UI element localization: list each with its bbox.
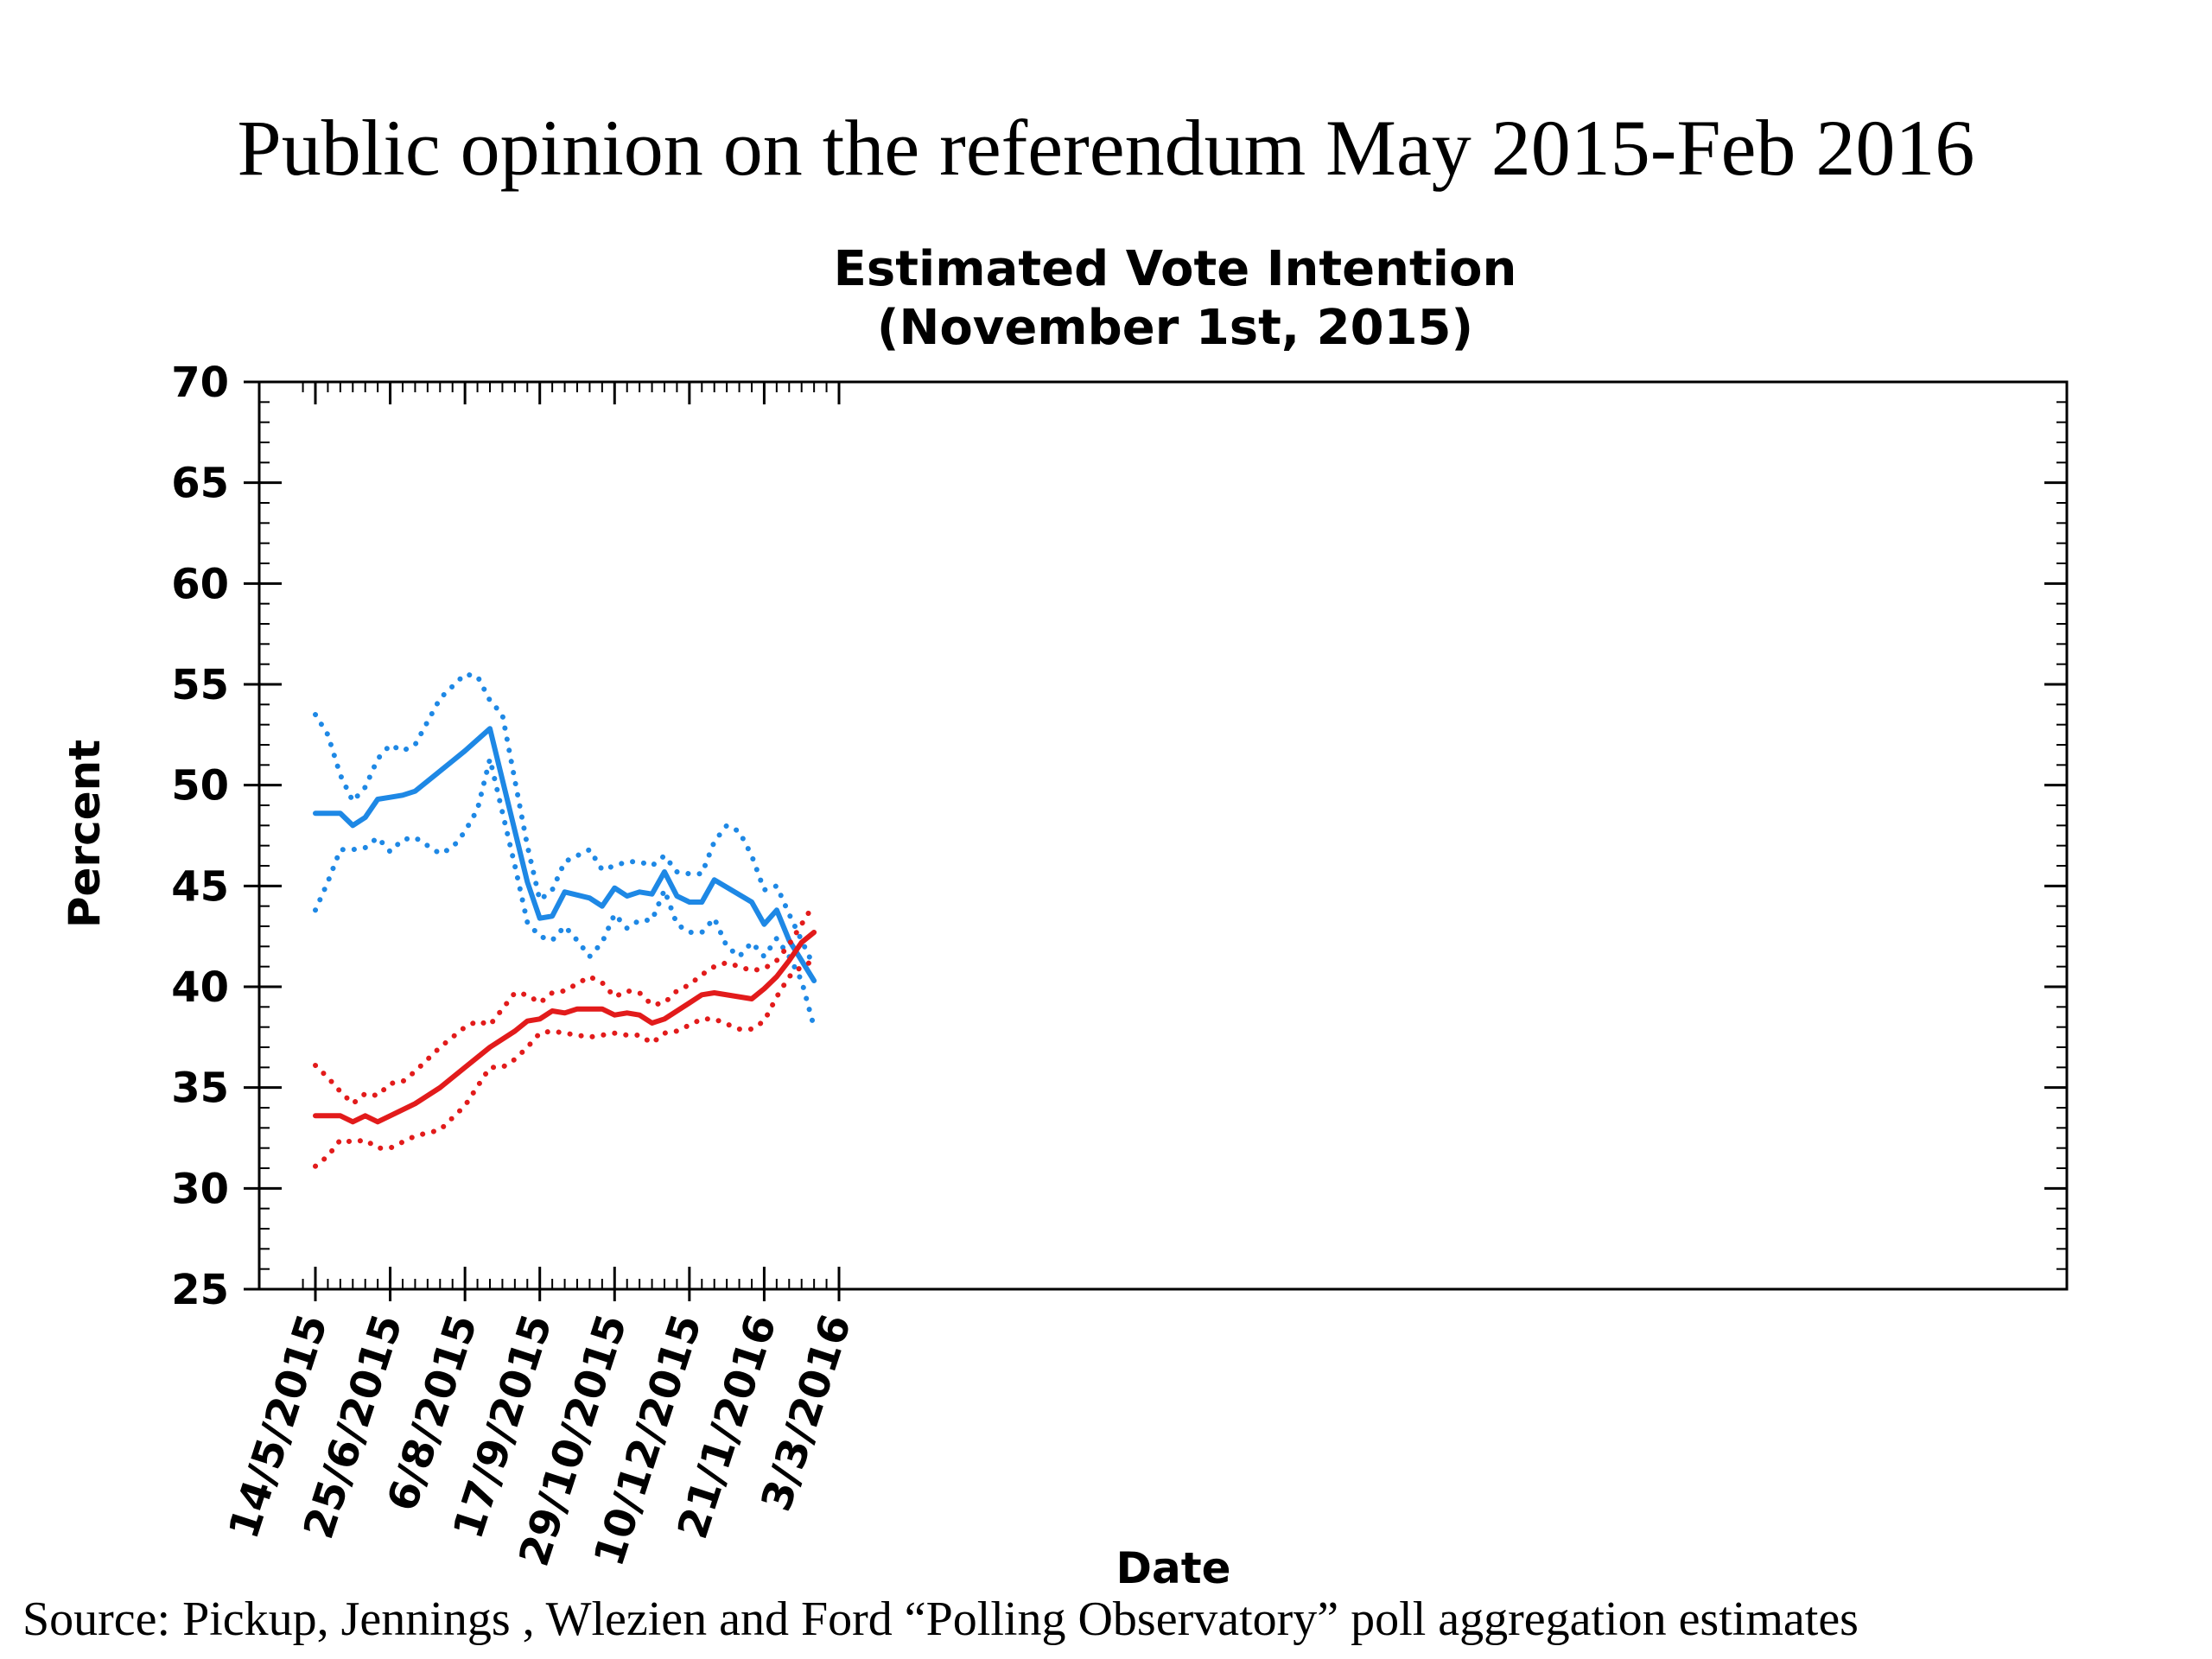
y-axis: 25 30 35 40 45 50 55 60 65 70 [171,359,2067,1314]
y-tick-label: 45 [171,862,229,911]
y-tick-label: 70 [171,359,229,407]
red-solid-series-line-3 [313,930,817,1125]
blue-dotted-series-line-2 [313,756,817,1030]
y-tick-label: 50 [171,762,229,810]
chart-title: Estimated Vote Intention (November 1st, … [527,240,1823,358]
y-tick-label: 55 [171,661,229,709]
y-tick-label: 40 [171,963,229,1012]
x-axis: 14/5/201525/6/20156/8/201517/9/201529/10… [219,382,861,1572]
y-axis-label: Percent [60,740,110,928]
y-tick-label: 25 [171,1266,229,1314]
y-tick-label: 30 [171,1165,229,1213]
red-dotted-series-line-4 [313,901,817,1107]
source-note: Source: Pickup, Jennings , Wlezien and F… [22,1592,1859,1646]
y-tick-label: 60 [171,560,229,608]
plot-area [257,380,2069,1291]
y-tick-label: 65 [171,460,229,508]
blue-solid-series-line-0 [313,726,817,983]
slide-title: Public opinion on the referendum May 201… [237,104,1975,192]
chart-subtitle-line: (November 1st, 2015) [876,300,1474,356]
y-tick-label: 35 [171,1065,229,1113]
chart-title-line: Estimated Vote Intention [833,241,1517,297]
series-layer [313,671,817,1169]
blue-dotted-series-line-1 [313,671,817,969]
plot-border [257,380,2069,1291]
x-axis-label: Date [1116,1543,1230,1593]
